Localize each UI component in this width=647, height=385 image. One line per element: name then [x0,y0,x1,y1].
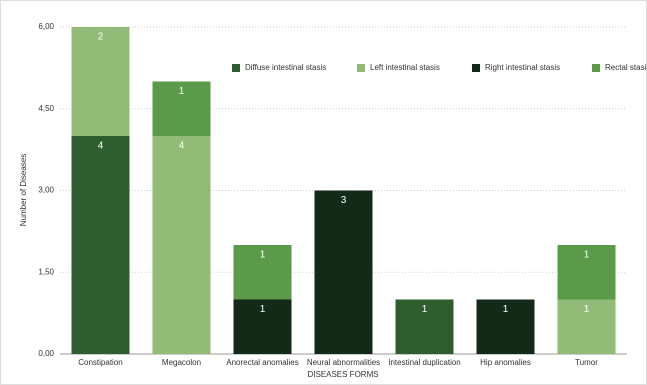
value-label: 1 [503,304,509,315]
legend-swatch [592,64,600,72]
bar-segment [314,190,373,354]
value-label: 2 [98,32,104,43]
value-label: 3 [341,195,347,206]
value-label: 1 [584,250,590,261]
bar-segment [233,299,292,354]
legend-swatch [472,64,480,72]
bar-segment [557,299,616,354]
bar-segment [233,245,292,300]
x-tick-label: Hip anomalies [480,358,531,367]
x-tick-label: Anorectal anomalies [226,358,298,367]
x-tick-label: Megacolon [162,358,201,367]
bar-segment [152,136,211,354]
legend-label: Diffuse intestinal stasis [245,63,326,72]
y-tick-label: 3,00 [38,186,54,195]
y-tick-label: 4,50 [38,104,54,113]
value-label: 1 [179,86,185,97]
legend-label: Left intestinal stasis [370,63,440,72]
legend-swatch [357,64,365,72]
y-tick-label: 6,00 [38,22,54,31]
x-tick-label: Intestinal duplication [388,358,461,367]
value-label: 1 [422,304,428,315]
x-axis-label: DISEASES FORMS [307,370,378,379]
value-label: 4 [98,141,104,152]
y-axis-label: Number of Diseases [19,154,28,226]
x-tick-label: Constipation [78,358,122,367]
legend-swatch [232,64,240,72]
value-label: 1 [584,304,590,315]
legend-label: Rectal stasis [605,63,647,72]
bar-segment [395,299,454,354]
bar-segment [71,136,130,354]
bar-segment [71,27,130,136]
value-label: 1 [260,304,266,315]
value-label: 1 [260,250,266,261]
value-label: 4 [179,141,185,152]
bar-segment [152,81,211,136]
bar-segment [476,299,535,354]
y-tick-label: 0,00 [38,349,54,358]
x-tick-label: Tumor [575,358,598,367]
x-tick-label: Neural abnormalities [307,358,380,367]
bar-segment [557,245,616,300]
legend-label: Right intestinal stasis [485,63,560,72]
y-tick-label: 1,50 [38,267,54,276]
